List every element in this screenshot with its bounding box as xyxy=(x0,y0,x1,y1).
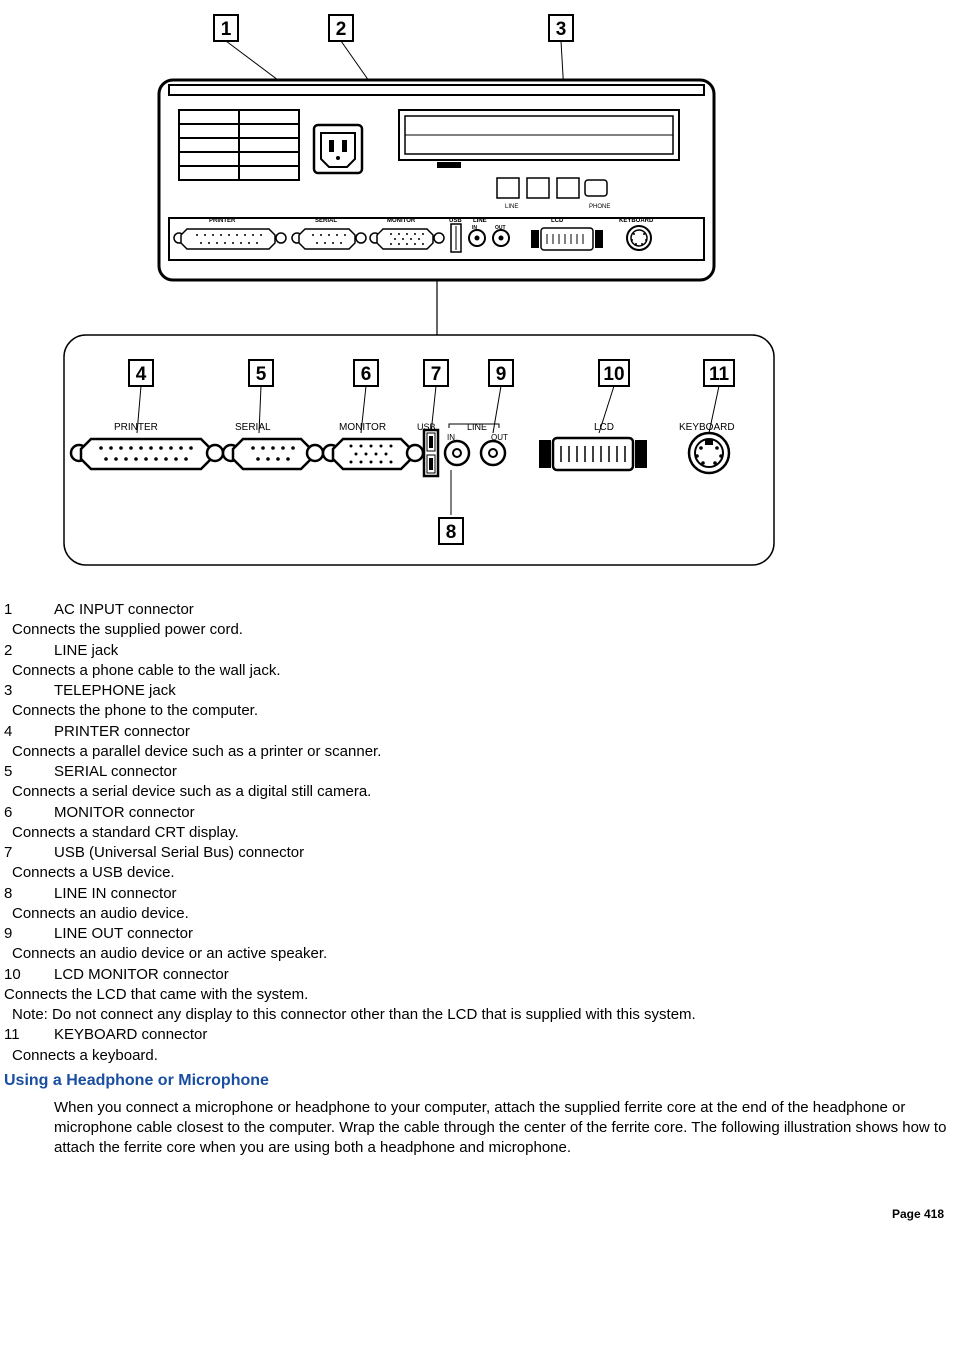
item-description: Connects the LCD that came with the syst… xyxy=(4,985,950,1005)
label-serial: SERIAL xyxy=(235,422,271,433)
section-heading: Using a Headphone or Microphone xyxy=(4,1072,950,1090)
item-number: 9 xyxy=(4,924,54,944)
svg-text:1: 1 xyxy=(221,19,232,40)
svg-text:PRINTER: PRINTER xyxy=(209,218,236,224)
item-description: Connects a keyboard. xyxy=(4,1046,950,1066)
list-item: 10LCD MONITOR connector xyxy=(4,965,950,985)
list-item: 4PRINTER connector xyxy=(4,722,950,742)
item-number: 11 xyxy=(4,1025,54,1045)
item-note: Note: Do not connect any display to this… xyxy=(4,1005,950,1025)
item-number: 6 xyxy=(4,803,54,823)
connector-diagram: 1 2 3 LINE PHONE xyxy=(59,10,779,590)
svg-text:IN: IN xyxy=(472,225,477,231)
item-description: Connects an audio device. xyxy=(4,904,950,924)
item-title: MONITOR connector xyxy=(54,804,195,821)
label-lcd: LCD xyxy=(594,422,614,433)
item-description: Connects the supplied power cord. xyxy=(4,620,950,640)
list-item: 9LINE OUT connector xyxy=(4,924,950,944)
item-description: Connects a phone cable to the wall jack. xyxy=(4,661,950,681)
item-number: 2 xyxy=(4,641,54,661)
item-title: AC INPUT connector xyxy=(54,601,194,618)
svg-text:LINE: LINE xyxy=(505,204,518,210)
svg-text:2: 2 xyxy=(336,19,347,40)
section-paragraph: When you connect a microphone or headpho… xyxy=(4,1098,950,1159)
item-description: Connects a USB device. xyxy=(4,863,950,883)
item-title: SERIAL connector xyxy=(54,763,177,780)
svg-text:OUT: OUT xyxy=(495,225,506,231)
item-number: 7 xyxy=(4,843,54,863)
item-description: Connects a standard CRT display. xyxy=(4,823,950,843)
item-title: LCD MONITOR connector xyxy=(54,966,229,983)
item-title: LINE OUT connector xyxy=(54,925,193,942)
svg-text:5: 5 xyxy=(256,364,267,385)
item-number: 1 xyxy=(4,600,54,620)
item-description: Connects a serial device such as a digit… xyxy=(4,782,950,802)
item-title: KEYBOARD connector xyxy=(54,1026,207,1043)
list-item: 1AC INPUT connector xyxy=(4,600,950,620)
item-number: 5 xyxy=(4,762,54,782)
connector-list: 1AC INPUT connectorConnects the supplied… xyxy=(4,600,950,1066)
item-title: PRINTER connector xyxy=(54,723,190,740)
svg-text:LINE: LINE xyxy=(473,218,487,224)
item-number: 3 xyxy=(4,681,54,701)
svg-text:3: 3 xyxy=(556,19,567,40)
svg-text:8: 8 xyxy=(446,522,457,543)
diagram-svg: 1 2 3 LINE PHONE xyxy=(59,10,779,590)
svg-text:PHONE: PHONE xyxy=(589,204,610,210)
list-item: 3TELEPHONE jack xyxy=(4,681,950,701)
item-title: LINE jack xyxy=(54,642,118,659)
item-number: 4 xyxy=(4,722,54,742)
svg-text:7: 7 xyxy=(431,364,442,385)
svg-text:USB: USB xyxy=(449,218,462,224)
label-keyboard: KEYBOARD xyxy=(679,422,735,433)
item-description: Connects the phone to the computer. xyxy=(4,701,950,721)
item-title: USB (Universal Serial Bus) connector xyxy=(54,844,304,861)
item-description: Connects a parallel device such as a pri… xyxy=(4,742,950,762)
page-footer: Page 418 xyxy=(4,1207,950,1221)
item-title: TELEPHONE jack xyxy=(54,682,176,699)
list-item: 2LINE jack xyxy=(4,641,950,661)
list-item: 5SERIAL connector xyxy=(4,762,950,782)
item-description: Connects an audio device or an active sp… xyxy=(4,944,950,964)
list-item: 6MONITOR connector xyxy=(4,803,950,823)
list-item: 8LINE IN connector xyxy=(4,884,950,904)
item-title: LINE IN connector xyxy=(54,885,177,902)
svg-text:SERIAL: SERIAL xyxy=(315,218,337,224)
label-printer: PRINTER xyxy=(114,422,158,433)
svg-text:6: 6 xyxy=(361,364,372,385)
label-monitor: MONITOR xyxy=(339,422,386,433)
svg-text:4: 4 xyxy=(136,364,147,385)
svg-text:9: 9 xyxy=(496,364,507,385)
svg-text:LCD: LCD xyxy=(551,218,564,224)
item-number: 10 xyxy=(4,965,54,985)
svg-text:10: 10 xyxy=(603,364,624,385)
svg-text:11: 11 xyxy=(709,364,730,385)
svg-text:MONITOR: MONITOR xyxy=(387,218,416,224)
list-item: 7USB (Universal Serial Bus) connector xyxy=(4,843,950,863)
item-number: 8 xyxy=(4,884,54,904)
list-item: 11KEYBOARD connector xyxy=(4,1025,950,1045)
svg-text:KEYBOARD: KEYBOARD xyxy=(619,218,654,224)
